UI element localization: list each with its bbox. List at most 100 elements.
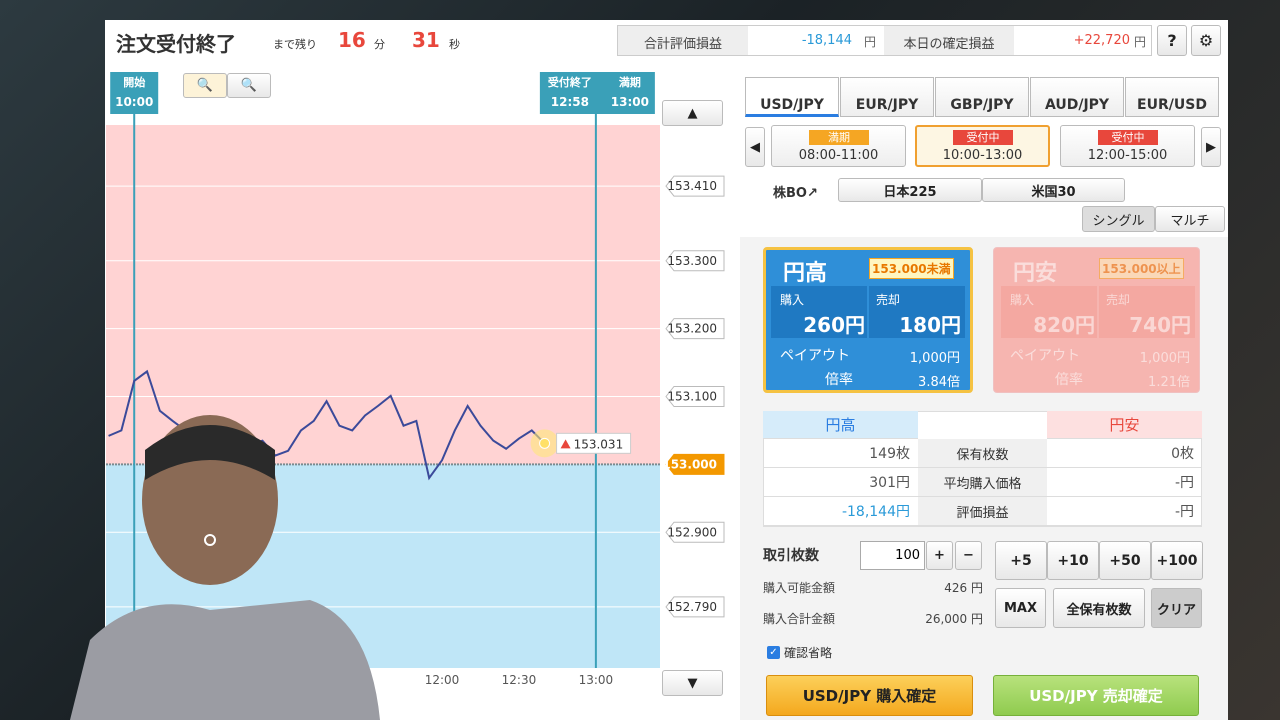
session-status: 満期 xyxy=(809,130,869,145)
eval-unit: 円 xyxy=(864,35,877,49)
table-cell: 149枚 xyxy=(763,439,918,468)
total-label: 購入合計金額 xyxy=(763,612,836,626)
sell-price: 740円 xyxy=(1129,313,1191,337)
qty-input[interactable]: 100 xyxy=(860,541,925,570)
available: 426 円 xyxy=(944,581,983,595)
close-time: 12:58 xyxy=(551,95,589,109)
y-tick-box xyxy=(665,596,725,618)
step-button[interactable]: +50 xyxy=(1099,541,1151,580)
buy-box xyxy=(771,286,867,338)
y-tick-box xyxy=(665,386,725,407)
y-tick-box xyxy=(665,521,725,543)
max-button[interactable]: MAX xyxy=(995,588,1046,628)
start-time: 10:00 xyxy=(115,95,153,109)
buy-button[interactable]: USD/JPY 購入確定 xyxy=(766,675,973,716)
rate: 3.84倍 xyxy=(918,375,960,390)
checkbox[interactable]: ✓ xyxy=(767,646,780,659)
sell-box xyxy=(869,286,965,338)
table-cell: 平均購入価格 xyxy=(918,468,1047,497)
y-tick-label: 153.100 xyxy=(667,390,717,404)
step-button[interactable]: +10 xyxy=(1047,541,1099,580)
settings-button[interactable]: ⚙ xyxy=(1191,25,1221,56)
qty-minus[interactable]: − xyxy=(955,541,982,570)
current-label: 153.031 xyxy=(574,437,624,451)
buy-label: 購入 xyxy=(780,293,805,307)
index-tab[interactable]: 日本225 xyxy=(838,178,982,202)
x-tick-label: 13:00 xyxy=(579,673,614,687)
title: 注文受付終了 xyxy=(116,32,236,56)
confirmed-label: 本日の確定損益 xyxy=(884,26,1014,55)
pair-tab[interactable]: EUR/USD xyxy=(1125,77,1219,117)
mode-tab[interactable]: シングル xyxy=(1082,206,1155,232)
current-point xyxy=(539,437,551,449)
buy-label: 購入 xyxy=(1010,293,1035,307)
total: 26,000 円 xyxy=(925,612,983,626)
stock-bo-link[interactable]: 株BO↗ xyxy=(773,186,818,201)
table-cell: -18,144円 xyxy=(763,497,918,526)
x-tick-label: 12:30 xyxy=(502,673,537,687)
index-tab[interactable]: 米国30 xyxy=(982,178,1125,202)
card-title: 円安 xyxy=(1013,261,1058,286)
session-next[interactable]: ▶ xyxy=(1201,127,1221,167)
sell-price: 180円 xyxy=(899,313,961,337)
y-tick-label: 153.200 xyxy=(667,322,717,336)
card-condition: 153.000以上 xyxy=(1099,258,1184,279)
scroll-up[interactable]: ▲ xyxy=(662,100,723,126)
session-time: 10:00-13:00 xyxy=(942,148,1023,163)
zoom-in[interactable]: 🔍 xyxy=(227,73,271,98)
current-up xyxy=(560,439,571,449)
step-button[interactable]: +100 xyxy=(1151,541,1203,580)
session-time: 12:00-15:00 xyxy=(1087,148,1168,163)
minutes-unit: 分 xyxy=(374,38,385,51)
zoom-out[interactable]: 🔍 xyxy=(183,73,227,98)
y-tick-box xyxy=(665,318,725,340)
session-prev[interactable]: ◀ xyxy=(745,127,765,167)
all-button[interactable]: 全保有枚数 xyxy=(1053,588,1145,628)
session-status: 受付中 xyxy=(953,130,1013,145)
step-button[interactable]: +5 xyxy=(995,541,1047,580)
upper-zone xyxy=(106,125,660,465)
table-cell: 保有枚数 xyxy=(918,439,1047,468)
confirmed-value: +22,720 xyxy=(1073,33,1130,48)
card-title: 円高 xyxy=(783,261,828,286)
table-header: 円高 xyxy=(763,411,918,439)
help-button[interactable]: ? xyxy=(1157,25,1187,56)
table-cell: 評価損益 xyxy=(918,497,1047,526)
mode-tab[interactable]: マルチ xyxy=(1155,206,1225,232)
sell-label: 売却 xyxy=(1106,293,1131,307)
session-time: 08:00-11:00 xyxy=(798,148,879,163)
clear-button[interactable]: クリア xyxy=(1151,588,1202,628)
payout: 1,000円 xyxy=(1139,351,1190,366)
pair-tab[interactable]: USD/JPY xyxy=(745,77,839,117)
y-tick-label: 152.900 xyxy=(667,525,717,539)
start-flag xyxy=(110,72,159,114)
skip-confirm[interactable]: 確認省略 xyxy=(784,646,833,660)
qty-plus[interactable]: + xyxy=(926,541,953,570)
close-label: 受付終了 xyxy=(548,75,592,89)
y-tick-box xyxy=(665,250,725,272)
scroll-down[interactable]: ▼ xyxy=(662,670,723,696)
table-header: 円安 xyxy=(1047,411,1202,439)
y-tick-label: 153.300 xyxy=(667,254,717,268)
current-box xyxy=(556,432,632,454)
pair-tab[interactable]: AUD/JPY xyxy=(1030,77,1124,117)
buy-price: 260円 xyxy=(803,313,865,337)
buy-price: 820円 xyxy=(1033,313,1095,337)
remaining-label: まで残り xyxy=(273,38,317,51)
payout: 1,000円 xyxy=(909,351,960,366)
y-tick-label: 153.000 xyxy=(662,457,717,471)
card-condition: 153.000未満 xyxy=(869,258,954,279)
buy-box xyxy=(1001,286,1097,338)
y-tick-label: 152.790 xyxy=(667,600,717,614)
available-label: 購入可能金額 xyxy=(763,581,836,595)
table-cell: 301円 xyxy=(763,468,918,497)
pair-tab[interactable]: EUR/JPY xyxy=(840,77,934,117)
table-cell: 0枚 xyxy=(1047,439,1202,468)
webcam-overlay xyxy=(70,415,380,720)
confirmed-unit: 円 xyxy=(1134,35,1147,49)
rate-label: 倍率 xyxy=(825,372,853,388)
pair-tab[interactable]: GBP/JPY xyxy=(935,77,1029,117)
sell-button[interactable]: USD/JPY 売却確定 xyxy=(993,675,1199,716)
close-flag xyxy=(539,72,655,114)
